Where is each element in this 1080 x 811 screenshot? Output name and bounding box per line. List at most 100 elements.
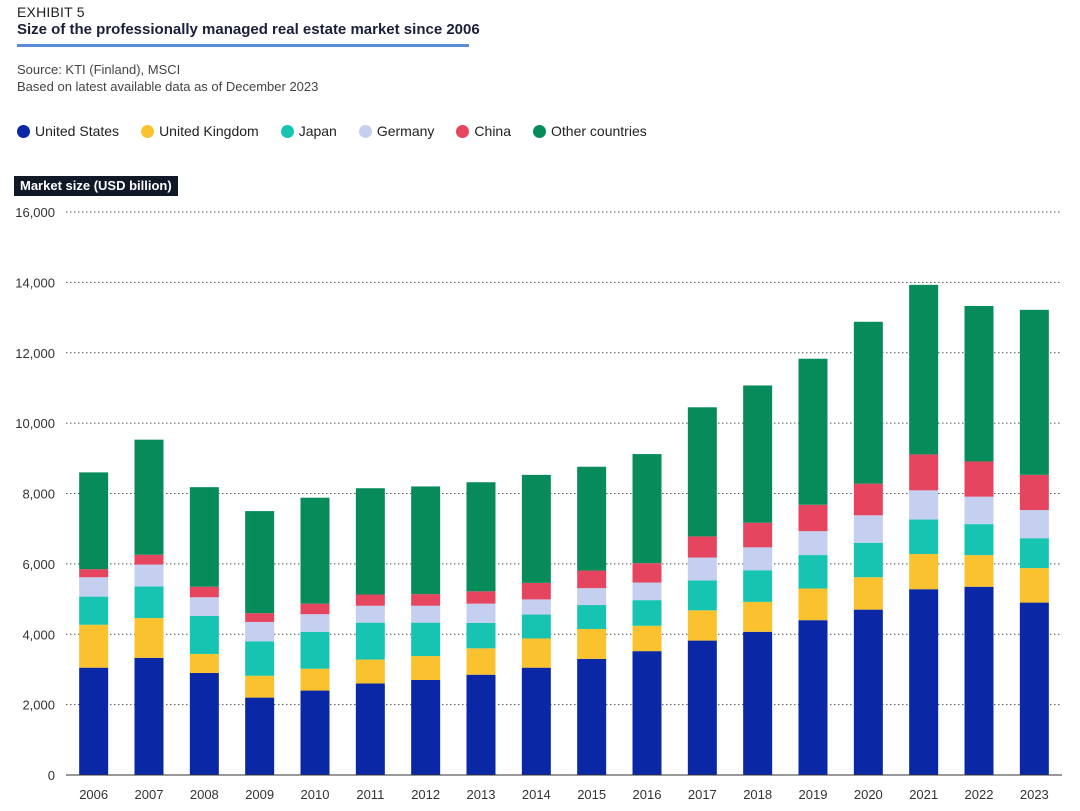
y-tick-label: 6,000 [22, 557, 55, 572]
bar-segment-united-kingdom-2008 [189, 653, 219, 673]
bar-segment-china-2018 [743, 522, 773, 548]
legend-item-germany: Germany [358, 123, 434, 139]
bar-segment-united-kingdom-2011 [355, 659, 385, 684]
bar-segment-germany-2008 [189, 597, 219, 616]
y-tick-label: 14,000 [15, 275, 55, 290]
x-tick-label: 2021 [909, 787, 938, 802]
y-tick-label: 0 [48, 768, 55, 783]
bar-segment-japan-2007 [134, 586, 164, 619]
bar-segment-china-2016 [632, 563, 662, 583]
y-tick-label: 12,000 [15, 346, 55, 361]
bar-segment-japan-2011 [355, 622, 385, 660]
bar-segment-china-2020 [853, 483, 883, 516]
bar-segment-china-2012 [411, 594, 441, 606]
bar-segment-china-2021 [909, 454, 939, 491]
y-axis-label: Market size (USD billion) [14, 176, 178, 196]
bar-segment-other-countries-2008 [189, 487, 219, 587]
bar-segment-china-2007 [134, 554, 164, 565]
bar-segment-other-countries-2022 [964, 305, 994, 462]
bar-segment-united-kingdom-2023 [1019, 568, 1049, 603]
bar-segment-germany-2017 [687, 557, 717, 581]
bar-segment-germany-2021 [909, 490, 939, 520]
y-tick-label: 16,000 [15, 205, 55, 220]
legend-label: United Kingdom [159, 123, 259, 139]
bar-segment-united-states-2017 [687, 640, 717, 775]
x-tick-label: 2011 [356, 787, 384, 802]
bar-segment-united-kingdom-2018 [743, 601, 773, 632]
bar-segment-united-states-2010 [300, 690, 330, 775]
bar-segment-united-kingdom-2010 [300, 668, 330, 691]
x-tick-label: 2008 [190, 787, 219, 802]
bar-segment-other-countries-2019 [798, 358, 828, 505]
bar-segment-germany-2015 [577, 588, 607, 606]
legend-label: China [474, 123, 512, 139]
x-tick-label: 2019 [799, 787, 828, 802]
x-tick-label: 2007 [135, 787, 164, 802]
data-date-note: Based on latest available data as of Dec… [17, 79, 319, 94]
legend-label: United States [35, 123, 120, 139]
bar-segment-china-2010 [300, 603, 330, 615]
bar-segment-china-2013 [466, 591, 496, 604]
bar-segment-japan-2019 [798, 555, 828, 589]
bar-segment-japan-2017 [687, 580, 717, 611]
bar-segment-united-kingdom-2013 [466, 648, 496, 675]
bar-segment-germany-2022 [964, 496, 994, 525]
bar-segment-japan-2012 [411, 622, 441, 657]
y-tick-label: 8,000 [22, 487, 55, 502]
bar-segment-united-kingdom-2019 [798, 588, 828, 621]
bar-segment-china-2019 [798, 504, 828, 532]
bar-segment-united-states-2011 [355, 683, 385, 775]
bar-segment-japan-2013 [466, 622, 496, 649]
chart-legend: United States United Kingdom Japan Germany C… [17, 122, 669, 140]
bar-segment-china-2011 [355, 594, 385, 606]
legend-item-china: China [456, 123, 511, 139]
bar-segment-united-states-2006 [79, 667, 109, 775]
bar-segment-other-countries-2009 [245, 511, 275, 614]
bar-segment-united-kingdom-2016 [632, 625, 662, 652]
bar-segment-japan-2014 [521, 614, 551, 639]
bar-segment-japan-2006 [79, 596, 109, 625]
x-tick-label: 2016 [633, 787, 662, 802]
bar-segment-united-states-2008 [189, 672, 219, 775]
x-tick-label: 2018 [743, 787, 772, 802]
x-tick-label: 2017 [688, 787, 717, 802]
bar-segment-china-2023 [1019, 474, 1049, 511]
source-note: Source: KTI (Finland), MSCI Based on lat… [17, 61, 318, 95]
bar-segment-united-states-2012 [411, 679, 441, 775]
y-tick-label: 10,000 [15, 416, 55, 431]
bar-segment-germany-2020 [853, 515, 883, 543]
x-tick-label: 2023 [1020, 787, 1049, 802]
bar-segment-united-states-2021 [909, 589, 939, 775]
bar-segment-united-kingdom-2009 [245, 675, 275, 698]
bar-segment-china-2017 [687, 536, 717, 558]
bar-segment-other-countries-2020 [853, 321, 883, 484]
x-tick-label: 2020 [854, 787, 883, 802]
bar-segment-other-countries-2023 [1019, 309, 1049, 475]
bar-segment-germany-2013 [466, 603, 496, 623]
legend-swatch [358, 124, 372, 138]
bar-segment-germany-2012 [411, 605, 441, 623]
bar-segment-united-states-2016 [632, 651, 662, 775]
bar-segment-united-kingdom-2020 [853, 577, 883, 610]
bar-segment-united-states-2009 [245, 697, 275, 775]
bar-segment-united-states-2023 [1019, 602, 1049, 775]
bar-segment-other-countries-2012 [411, 486, 441, 595]
y-tick-label: 4,000 [22, 627, 55, 642]
bar-segment-china-2009 [245, 613, 275, 622]
bar-segment-united-kingdom-2006 [79, 624, 109, 668]
legend-swatch [456, 124, 470, 138]
bar-segment-other-countries-2007 [134, 439, 164, 555]
legend-item-other-countries: Other countries [533, 123, 647, 139]
bar-segment-japan-2022 [964, 524, 994, 556]
bar-segment-united-kingdom-2022 [964, 555, 994, 587]
legend-item-japan: Japan [280, 123, 337, 139]
bar-segment-china-2014 [521, 582, 551, 600]
y-tick-label: 2,000 [22, 698, 55, 713]
legend-swatch [533, 124, 547, 138]
bar-segment-japan-2015 [577, 605, 607, 629]
bar-segment-germany-2019 [798, 531, 828, 556]
bar-segment-germany-2014 [521, 599, 551, 615]
bar-segment-china-2008 [189, 586, 219, 598]
x-tick-label: 2015 [577, 787, 606, 802]
